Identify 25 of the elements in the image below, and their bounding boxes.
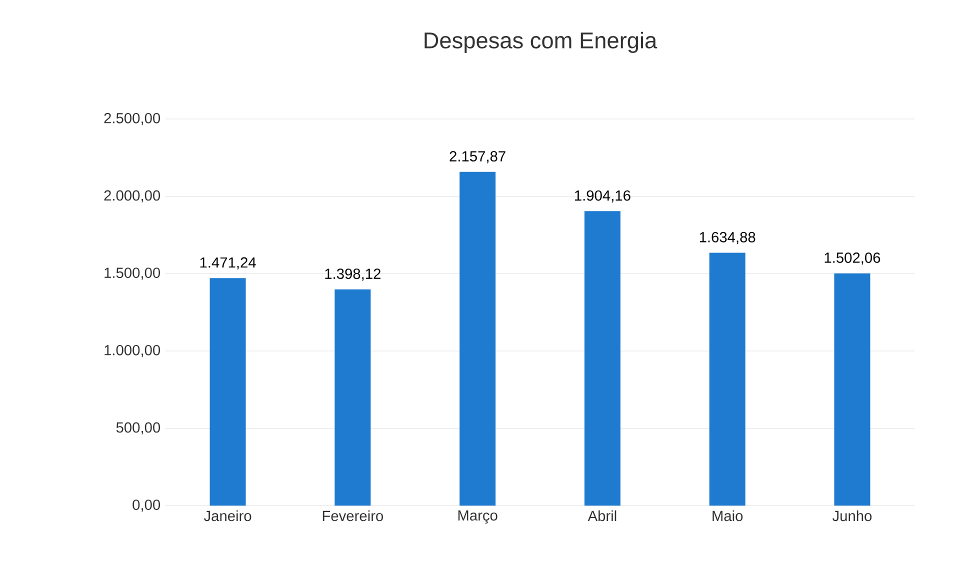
x-tick-label: Junho <box>832 510 872 522</box>
x-tick-label: Março <box>458 510 498 524</box>
bar <box>334 289 371 506</box>
data-label: 1.398,12 <box>325 268 380 281</box>
y-tick-label: 1.500,00 <box>104 268 160 280</box>
x-tick-label: Maio <box>712 510 743 522</box>
bar <box>709 252 746 506</box>
bar <box>834 273 870 506</box>
y-tick-label: 2.500,00 <box>104 112 160 126</box>
bar <box>210 278 246 506</box>
bar <box>584 211 620 506</box>
y-tick-label: 0,00 <box>132 500 160 512</box>
data-label: 1.634,88 <box>700 232 756 244</box>
x-tick-label: Fevereiro <box>322 510 384 522</box>
data-label: 1.502,06 <box>824 252 880 265</box>
bar <box>460 172 496 506</box>
y-tick-label: 1.000,00 <box>104 344 160 358</box>
x-tick-label: Janeiro <box>204 510 252 522</box>
data-label: 2.157,87 <box>450 151 506 164</box>
x-tick-label: Abril <box>588 510 616 522</box>
y-tick-label: 2.000,00 <box>104 190 160 202</box>
data-label: 1.471,24 <box>200 257 256 270</box>
chart-title: Despesas com Energia <box>424 32 658 53</box>
y-tick-label: 500,00 <box>116 422 160 434</box>
data-label: 1.904,16 <box>575 190 630 202</box>
